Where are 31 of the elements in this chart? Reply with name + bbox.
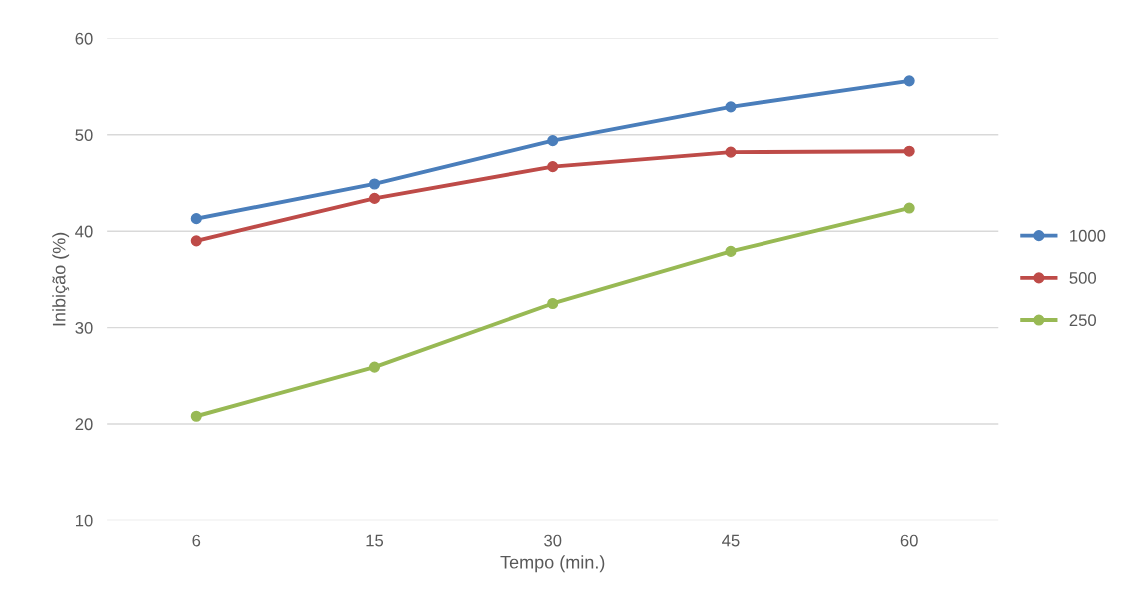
point [725, 245, 737, 257]
y-tick-label: 10 [76, 514, 93, 527]
y-tick-label: 40 [75, 225, 93, 238]
y-tick-label: 50 [75, 129, 93, 142]
point [903, 202, 915, 214]
legend-label: 1000 [1070, 229, 1106, 242]
point [903, 145, 915, 157]
x-tick-label: 6 [192, 534, 201, 547]
point [903, 75, 915, 87]
point [368, 361, 381, 373]
point [190, 410, 202, 422]
point [547, 297, 559, 310]
y-tick-label: 30 [75, 321, 93, 334]
legend-label: 500 [1069, 272, 1097, 284]
point [368, 178, 381, 190]
x-tick-label: 15 [366, 534, 384, 547]
x-axis-title: Tempo (min.) [500, 555, 605, 573]
point [190, 235, 202, 247]
x-tick-label: 45 [722, 534, 740, 547]
point [547, 135, 559, 147]
y-axis-title: Inibição (%) [52, 232, 70, 326]
point [547, 161, 559, 173]
point [368, 192, 381, 204]
x-tick-label: 30 [544, 534, 562, 547]
point [190, 213, 202, 225]
y-tick-label: 60 [75, 32, 93, 45]
point [725, 101, 737, 113]
x-tick-label: 60 [900, 534, 918, 547]
point [725, 146, 737, 158]
y-tick-label: 20 [75, 418, 93, 431]
legend-label: 250 [1069, 314, 1097, 327]
